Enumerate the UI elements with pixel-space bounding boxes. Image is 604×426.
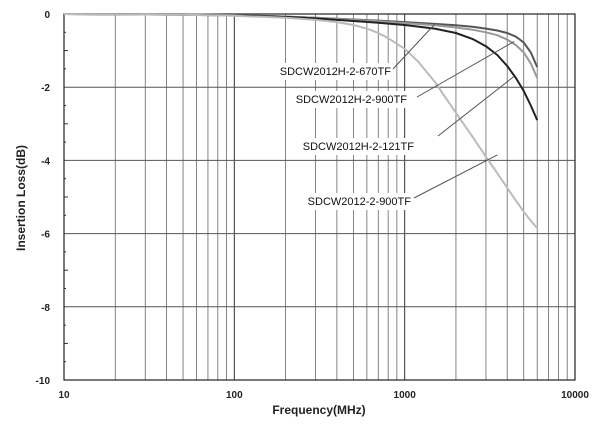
- series-label-leader: [416, 41, 515, 98]
- x-tick-label: 1000: [394, 390, 417, 401]
- series-label-background: [302, 193, 415, 210]
- series-label: SDCW2012H-2-900TF: [296, 94, 408, 106]
- label-layer: SDCW2012H-2-670TF SDCW2012H-2-900TF SDCW20…: [276, 23, 515, 210]
- series-label-leader: [437, 75, 515, 137]
- y-tick-label: -2: [41, 83, 50, 94]
- y-tick-label: -4: [41, 156, 50, 167]
- y-tick-label: -10: [36, 376, 51, 387]
- series-label-leader: [392, 23, 436, 70]
- series-label-background: [276, 63, 395, 80]
- series-label-background: [299, 138, 418, 155]
- series-layer: [63, 13, 539, 229]
- plot-frame: [63, 13, 576, 381]
- tick-layer: 10 100 1000 10000 0 -2 -4 -6 -8 -10: [36, 10, 590, 401]
- plot-border: [63, 13, 576, 381]
- x-axis-title: Frequency(MHz): [272, 403, 365, 417]
- x-tick-label: 100: [226, 390, 243, 401]
- y-tick-label: -8: [41, 303, 50, 314]
- y-tick-label: 0: [44, 10, 50, 21]
- series-label: SDCW2012H-2-670TF: [280, 66, 392, 78]
- series-line-sdcw2012h-2-670tf: [63, 13, 539, 68]
- series-line-sdcw2012-2-900tf: [63, 13, 538, 229]
- x-tick-label: 10000: [561, 390, 589, 401]
- series-label-background: [292, 91, 411, 108]
- x-tick-label: 10: [58, 390, 70, 401]
- series-label-leader: [413, 154, 498, 199]
- y-axis-title: Insertion Loss(dB): [14, 145, 28, 251]
- y-tick-label: -6: [41, 230, 50, 241]
- series-label: SDCW2012H-2-121TF: [303, 141, 415, 153]
- series-label: SDCW2012-2-900TF: [308, 196, 412, 208]
